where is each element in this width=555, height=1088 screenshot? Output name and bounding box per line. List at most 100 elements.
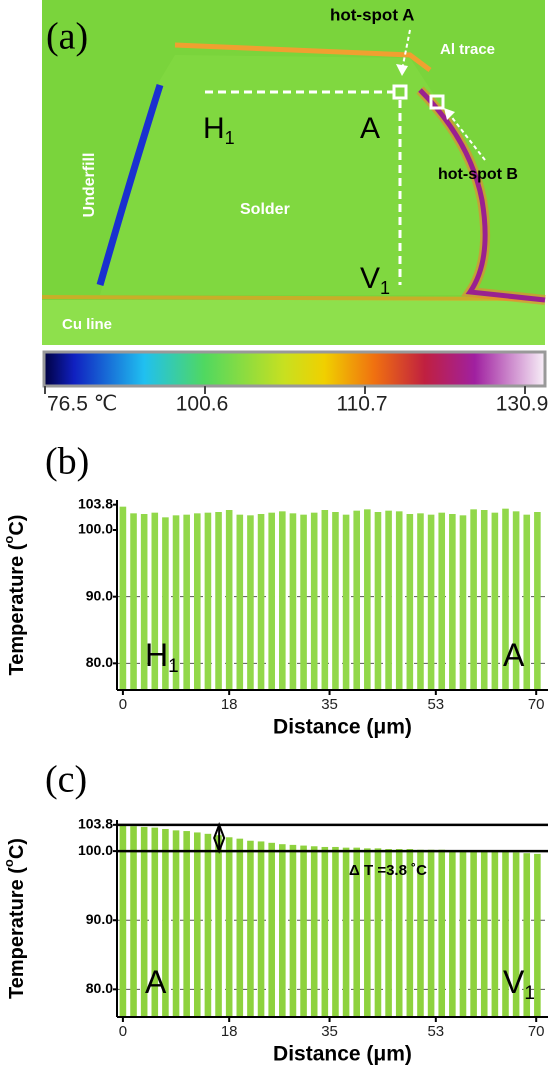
bar	[194, 513, 201, 690]
y-tick-label: 103.8	[78, 495, 113, 511]
bar	[395, 849, 403, 1017]
x-tick-label: 70	[528, 696, 545, 713]
bar	[300, 845, 307, 1017]
annotation-text: A	[145, 964, 167, 1000]
x-tick-label: 53	[427, 696, 444, 713]
bar	[491, 851, 499, 1017]
bar	[534, 512, 541, 690]
bar	[119, 824, 127, 1017]
y-tick-label: 90.0	[86, 911, 113, 927]
bar	[512, 852, 520, 1017]
bar	[385, 510, 392, 690]
bar	[512, 511, 520, 690]
bar	[257, 514, 265, 690]
bar	[310, 512, 318, 690]
bar	[438, 512, 446, 690]
bar	[300, 514, 307, 690]
y-axis-label-part: C)	[6, 515, 28, 536]
bar	[427, 849, 435, 1017]
bar	[257, 841, 265, 1017]
bar	[268, 512, 275, 690]
delta-arrow-head	[213, 822, 226, 854]
y-tick-label: 80.0	[86, 980, 113, 996]
colorbar	[42, 350, 547, 388]
bar	[502, 851, 509, 1017]
x-tick-label: 18	[221, 1023, 238, 1040]
annotation: V1	[503, 964, 535, 1004]
bar	[449, 850, 456, 1017]
annotation-text: A	[503, 637, 525, 673]
bar	[480, 851, 488, 1017]
bar	[247, 515, 254, 690]
y-axis-label-part: o	[1, 536, 16, 544]
panel-label: (c)	[45, 759, 87, 801]
x-tick-label: 0	[119, 696, 127, 713]
y-tick-label: 90.0	[86, 587, 113, 603]
bar	[289, 513, 297, 690]
bar	[183, 514, 190, 690]
x-tick-label: 35	[321, 696, 338, 713]
bar	[130, 513, 137, 690]
annotation: Al trace	[440, 41, 495, 58]
bar	[480, 510, 488, 690]
bar	[204, 512, 212, 690]
bar	[321, 510, 329, 690]
bar	[236, 514, 244, 690]
annotation: Underfill	[81, 153, 98, 218]
panel-label: (a)	[46, 16, 88, 58]
bar	[364, 509, 371, 690]
bar	[162, 517, 169, 690]
x-tick-label: 53	[427, 1023, 444, 1040]
panel-label: (b)	[45, 441, 89, 483]
annotation: hot-spot A	[330, 5, 414, 24]
annotation-sub: 1	[380, 278, 390, 298]
bar	[119, 506, 127, 690]
colorbar-tick-label: 100.6	[176, 393, 229, 416]
bar	[289, 844, 297, 1017]
x-axis-label: Distance (μm)	[273, 716, 412, 739]
y-tick-label: 100.0	[78, 521, 113, 537]
bar	[151, 827, 159, 1017]
bar	[459, 850, 467, 1017]
y-axis-label-part: o	[1, 859, 16, 867]
x-tick-label: 70	[528, 1023, 545, 1040]
annotation-text: V	[360, 262, 380, 295]
annotation: V1	[360, 262, 390, 298]
y-tick-label: 100.0	[78, 842, 113, 858]
bar	[374, 512, 382, 690]
annotation: A	[503, 637, 525, 673]
y-axis-label-part: C)	[6, 838, 28, 859]
y-axis-label-part: Temperature (	[6, 867, 28, 999]
annotation: Cu line	[62, 316, 112, 333]
bar	[417, 849, 424, 1017]
bar	[502, 508, 509, 690]
bar	[353, 847, 361, 1017]
annotation: H1	[203, 112, 235, 148]
bar	[172, 830, 180, 1017]
bar	[491, 512, 499, 690]
bar	[236, 838, 244, 1017]
bar	[470, 509, 477, 690]
bar	[438, 849, 446, 1017]
y-axis-label: Temperature (oC)	[1, 515, 28, 676]
x-tick-label: 0	[119, 1023, 127, 1040]
y-axis-label-part: Temperature (	[6, 543, 28, 675]
bar	[151, 512, 159, 690]
x-axis-label: Distance (μm)	[273, 1043, 412, 1066]
x-tick-label: 35	[321, 1023, 338, 1040]
bar	[374, 848, 382, 1017]
annotation-text: V	[503, 964, 525, 1000]
y-axis-label: Temperature (oC)	[1, 838, 28, 999]
annotation: H1	[145, 637, 179, 677]
bar	[395, 511, 403, 690]
x-tick-label: 18	[221, 696, 238, 713]
bar	[534, 853, 541, 1017]
y-tick-label: 80.0	[86, 654, 113, 670]
annotation: A	[145, 964, 167, 1000]
bar	[215, 512, 222, 690]
annotation: hot-spot B	[438, 166, 518, 183]
colorbar-tick-label: 110.7	[337, 393, 388, 416]
bar	[162, 828, 169, 1017]
annotation-text: H	[203, 112, 225, 145]
bar	[427, 514, 435, 690]
